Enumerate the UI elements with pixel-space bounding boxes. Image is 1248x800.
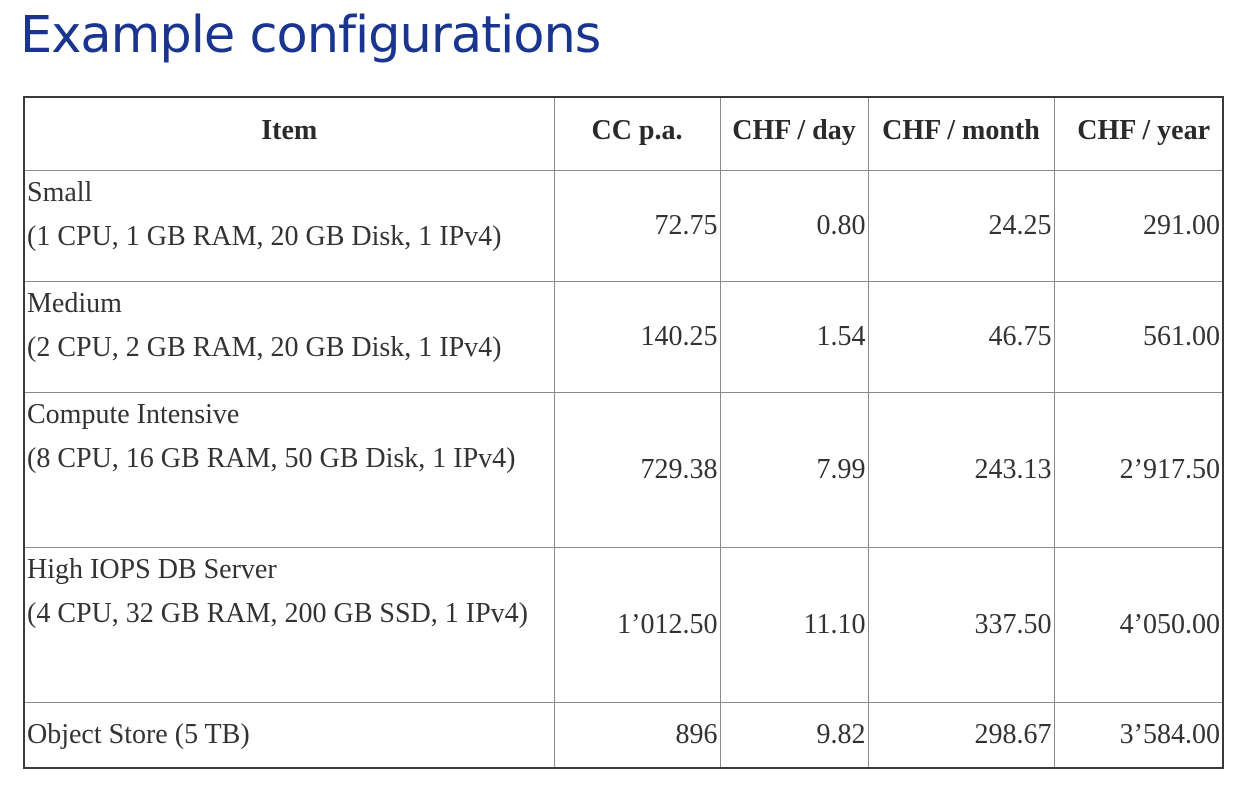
chf-month-cell: 24.25 — [867, 170, 1055, 282]
table-row: Medium (2 CPU, 2 GB RAM, 20 GB Disk, 1 I… — [23, 281, 1224, 393]
chf-day-cell: 9.82 — [719, 702, 869, 769]
cc-pa-cell: 729.38 — [553, 392, 721, 548]
item-cell: Compute Intensive (8 CPU, 16 GB RAM, 50 … — [23, 392, 555, 548]
item-spec: (2 CPU, 2 GB RAM, 20 GB Disk, 1 IPv4) — [27, 332, 502, 363]
configurations-table: Item CC p.a. CHF / day CHF / month CHF /… — [23, 96, 1224, 769]
cc-pa-cell: 72.75 — [553, 170, 721, 282]
item-name: Compute Intensive — [27, 399, 240, 430]
page-title: Example configurations — [20, 6, 601, 65]
item-cell: High IOPS DB Server (4 CPU, 32 GB RAM, 2… — [23, 547, 555, 703]
header-cc-pa: CC p.a. — [553, 96, 721, 171]
table-header-row: Item CC p.a. CHF / day CHF / month CHF /… — [23, 96, 1224, 171]
chf-year-cell: 4’050.00 — [1053, 547, 1224, 703]
item-cell: Medium (2 CPU, 2 GB RAM, 20 GB Disk, 1 I… — [23, 281, 555, 393]
item-name: Medium — [27, 288, 122, 319]
chf-month-cell: 298.67 — [867, 702, 1055, 769]
item-name: Small — [27, 177, 93, 208]
table-row: Compute Intensive (8 CPU, 16 GB RAM, 50 … — [23, 392, 1224, 548]
header-chf-day: CHF / day — [719, 96, 869, 171]
item-spec: (1 CPU, 1 GB RAM, 20 GB Disk, 1 IPv4) — [27, 221, 502, 252]
chf-year-cell: 3’584.00 — [1053, 702, 1224, 769]
chf-day-cell: 1.54 — [719, 281, 869, 393]
chf-day-cell: 7.99 — [719, 392, 869, 548]
chf-year-cell: 291.00 — [1053, 170, 1224, 282]
item-cell: Small (1 CPU, 1 GB RAM, 20 GB Disk, 1 IP… — [23, 170, 555, 282]
item-spec: (4 CPU, 32 GB RAM, 200 GB SSD, 1 IPv4) — [27, 598, 528, 629]
chf-month-cell: 337.50 — [867, 547, 1055, 703]
chf-year-cell: 561.00 — [1053, 281, 1224, 393]
chf-month-cell: 243.13 — [867, 392, 1055, 548]
table-row: Object Store (5 TB) 896 9.82 298.67 3’58… — [23, 702, 1224, 769]
chf-year-cell: 2’917.50 — [1053, 392, 1224, 548]
chf-day-cell: 0.80 — [719, 170, 869, 282]
chf-day-cell: 11.10 — [719, 547, 869, 703]
header-chf-month: CHF / month — [867, 96, 1055, 171]
cc-pa-cell: 140.25 — [553, 281, 721, 393]
header-item: Item — [23, 96, 555, 171]
table-row: Small (1 CPU, 1 GB RAM, 20 GB Disk, 1 IP… — [23, 170, 1224, 282]
item-name: Object Store (5 TB) — [27, 719, 250, 750]
table-row: High IOPS DB Server (4 CPU, 32 GB RAM, 2… — [23, 547, 1224, 703]
cc-pa-cell: 896 — [553, 702, 721, 769]
cc-pa-cell: 1’012.50 — [553, 547, 721, 703]
chf-month-cell: 46.75 — [867, 281, 1055, 393]
item-spec: (8 CPU, 16 GB RAM, 50 GB Disk, 1 IPv4) — [27, 443, 516, 474]
item-cell: Object Store (5 TB) — [23, 702, 555, 769]
item-name: High IOPS DB Server — [27, 554, 277, 585]
header-chf-year: CHF / year — [1053, 96, 1224, 171]
